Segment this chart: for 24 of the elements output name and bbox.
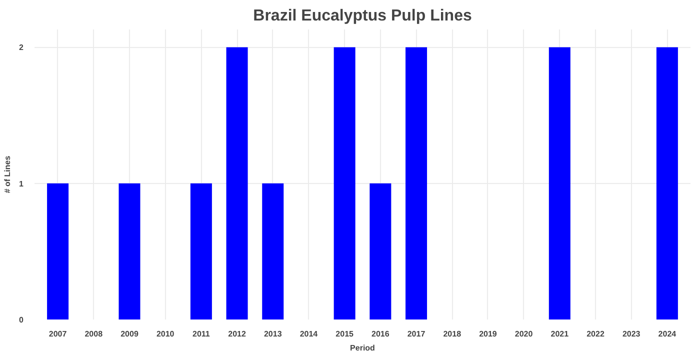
x-tick-label: 2008 [84,330,104,338]
x-tick-label: 2017 [407,330,426,338]
y-tick-label: 1 [19,179,24,188]
x-tick-label: 2015 [336,330,354,338]
x-tick-label: 2009 [120,330,139,338]
x-tick-label: 2007 [48,330,68,338]
x-tick-label: 2018 [443,330,462,338]
x-tick-label: 2020 [514,330,534,338]
x-tick-label: 2019 [479,330,498,338]
x-tick-label: 2021 [550,330,570,338]
x-tick-label: 2014 [300,330,318,338]
chart-title: Brazil Eucalyptus Pulp Lines [253,8,472,24]
x-tick-label: 2022 [586,330,605,338]
x-tick-label: 2011 [192,330,210,338]
y-tick-label: 0 [19,316,24,324]
x-tick-label: 2024 [658,330,677,338]
x-axis-title: Period [350,344,376,352]
x-tick-label: 2023 [622,330,641,338]
x-tick-label: 2010 [156,330,175,338]
y-tick-label: 2 [19,43,24,52]
x-tick-label: 2016 [372,330,390,338]
y-axis-title: # of Lines [3,155,12,194]
x-tick-label: 2013 [264,330,282,338]
x-tick-label: 2012 [228,330,246,338]
